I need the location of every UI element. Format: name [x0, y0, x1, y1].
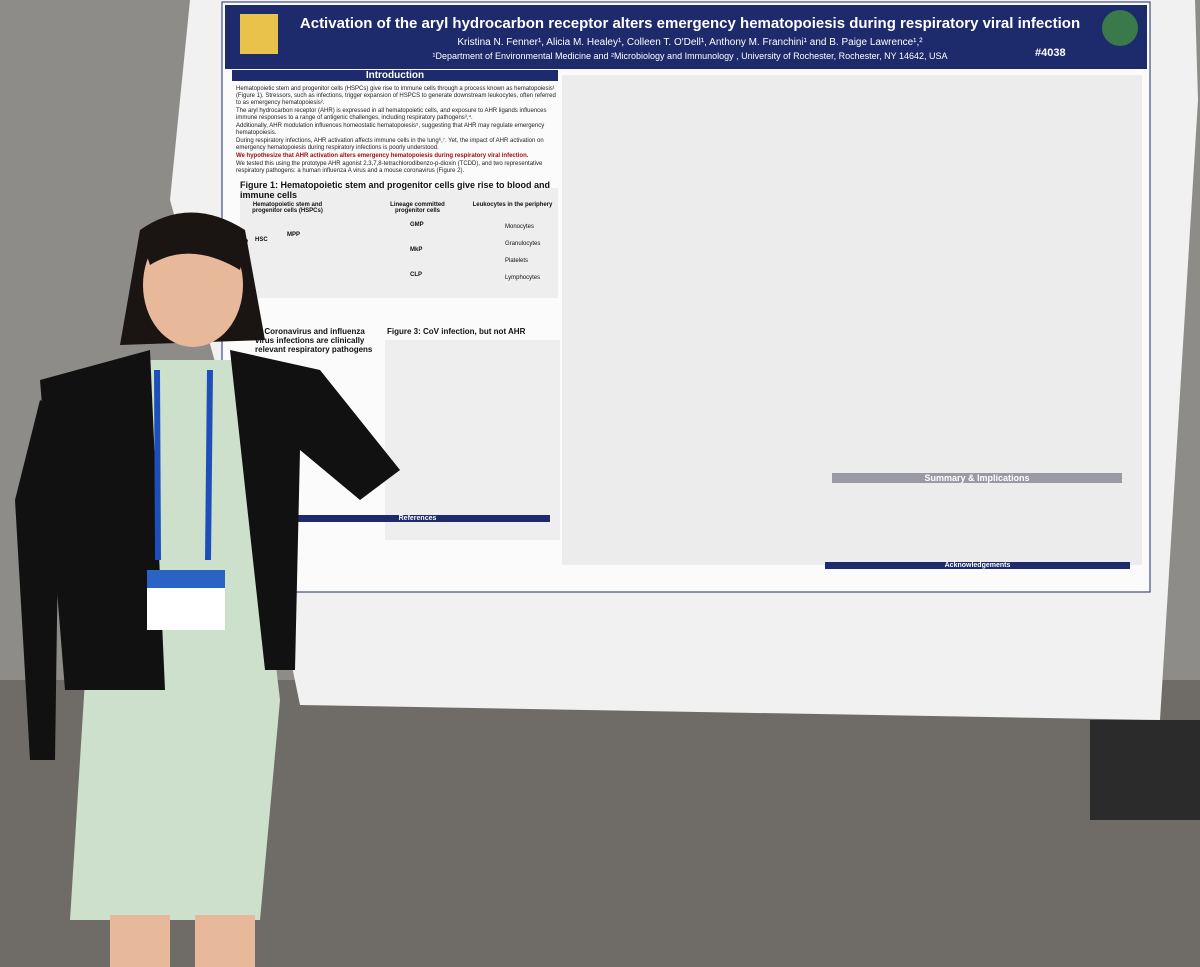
poster-affiliation: ¹Department of Environmental Medicine an…	[432, 51, 948, 61]
figure-title: Figure 1: Hematopoietic stem and progeni…	[240, 180, 551, 200]
bullet: During respiratory infections, AHR activ…	[236, 138, 544, 151]
bullet: Additionally, AHR modulation influences …	[236, 123, 545, 136]
leukocyte-label: Monocytes	[505, 224, 535, 230]
figure-title: 2: Coronavirus and influenza virus infec…	[255, 327, 373, 354]
cell-label: GMP	[410, 222, 424, 228]
leukocyte-label: Platelets	[505, 258, 529, 264]
section-heading: Summary & Implications	[832, 473, 1122, 483]
section-heading: Acknowledgements	[825, 562, 1130, 569]
leukocyte-label: Granulocytes	[505, 241, 541, 247]
poster-title: Activation of the aryl hydrocarbon recep…	[299, 15, 1081, 32]
leukocyte-label: Lymphocytes	[505, 275, 541, 281]
figure-label: Hematopoietic stem and progenitor cells …	[252, 202, 323, 214]
bullet: The aryl hydrocarbon receptor (AHR) is e…	[236, 108, 547, 121]
cell-label: MPP	[287, 232, 301, 238]
cell-label: MkP	[410, 247, 423, 253]
bullet: We tested this using the prototype AHR a…	[236, 161, 543, 174]
section-heading: Introduction	[232, 70, 558, 81]
bullet: We hypothesize that AHR activation alter…	[236, 153, 529, 159]
section-heading: References	[285, 515, 550, 522]
bullet: Hematopoietic stem and progenitor cells …	[236, 86, 556, 106]
figure-label: Leukocytes in the periphery	[472, 202, 553, 208]
figure: Hematopoietic stem and progenitor cells …	[245, 202, 555, 297]
poster-authors: Kristina N. Fenner¹, Alicia M. Healey¹, …	[457, 37, 923, 48]
introduction-text: Hematopoietic stem and progenitor cells …	[236, 86, 556, 176]
cell-label: CLP	[410, 272, 422, 278]
figure-title: Figure 3: CoV infection, but not AHR	[387, 327, 526, 336]
figure-label: Lineage committed progenitor cells	[390, 202, 445, 214]
cell-label: HSC	[255, 237, 268, 243]
poster-number: #4038	[1035, 47, 1066, 59]
